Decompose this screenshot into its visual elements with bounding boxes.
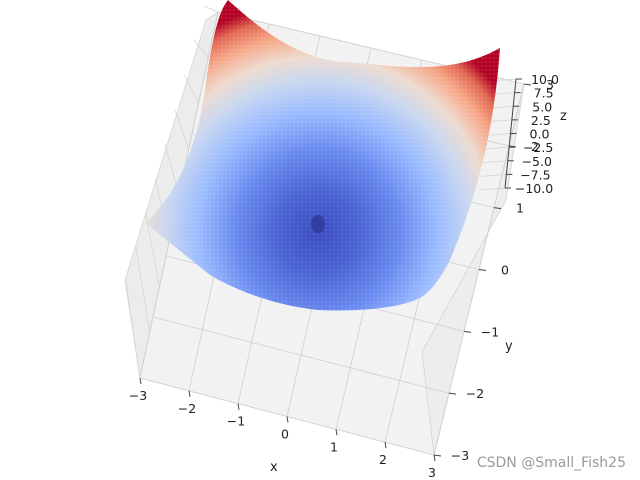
z-gridline (484, 133, 511, 136)
y-tick-label: −3 (451, 448, 469, 463)
y-tick-label: 3 (546, 77, 554, 92)
x-tick-label: 2 (379, 452, 387, 467)
x-tick (433, 454, 436, 462)
z-gridline (480, 174, 507, 177)
x-tick (286, 416, 289, 423)
z-tick-label: −10.0 (515, 181, 553, 196)
x-tick (237, 403, 240, 410)
x-tick (139, 377, 142, 385)
x-tick (188, 390, 191, 397)
wall-gridline (125, 281, 141, 379)
z-gridline (478, 187, 506, 191)
wall-gridline (135, 247, 151, 333)
y-tick (493, 207, 502, 210)
z-tick-label: 7.5 (534, 86, 554, 101)
y-gridline (152, 316, 450, 394)
y-tick-label: 1 (516, 201, 524, 216)
z-gridline (481, 160, 508, 164)
x-tick-label: −3 (129, 388, 147, 403)
z-gridline (483, 146, 510, 150)
x-tick-label: −2 (178, 401, 196, 416)
z-axis: −10.0−7.5−5.0−2.50.02.55.07.510.0 (504, 72, 559, 196)
y-tick-label: 0 (501, 263, 509, 278)
z-tick-label: 0.0 (530, 127, 550, 142)
y-tick (463, 330, 472, 333)
wall-gridline (145, 212, 160, 287)
x-axis-label: x (270, 460, 278, 475)
z-tick-label: 5.0 (532, 99, 552, 114)
y-tick (433, 454, 442, 457)
wall-gridline (193, 40, 209, 58)
watermark: CSDN @Small_Fish25 (476, 455, 626, 471)
x-axis: −3 −2 −1 0 1 2 3 (129, 377, 436, 480)
y-axis: −3 −2 −1 0 1 2 3 (433, 77, 554, 463)
y-tick-label: 2 (531, 139, 539, 154)
x-tick (335, 429, 338, 436)
z-tick-label: 10.0 (531, 72, 559, 87)
wall-gridline (184, 74, 199, 104)
z-tick-label: 2.5 (531, 113, 551, 128)
y-axis-label: y (505, 339, 513, 354)
y-tick-label: −1 (481, 324, 499, 339)
x-tick-label: 1 (330, 439, 338, 454)
z-tick-label: −2.5 (523, 140, 553, 155)
z-axis-label: z (560, 109, 567, 124)
z-tick-label: −7.5 (520, 167, 550, 182)
y-tick (478, 269, 487, 271)
wall-gridline (174, 109, 190, 150)
y-tick (523, 83, 532, 86)
x-tick (384, 442, 387, 449)
y-tick-label: −2 (466, 386, 484, 401)
surface-minimum (311, 215, 325, 233)
x-tick-label: −1 (227, 414, 245, 429)
y-tick (448, 392, 457, 395)
x-tick-label: 3 (428, 465, 436, 480)
wall-gridline (203, 5, 219, 13)
x-tick-label: 0 (281, 427, 289, 442)
bowl-surface (146, 0, 500, 311)
z-tick-label: −5.0 (522, 154, 552, 169)
